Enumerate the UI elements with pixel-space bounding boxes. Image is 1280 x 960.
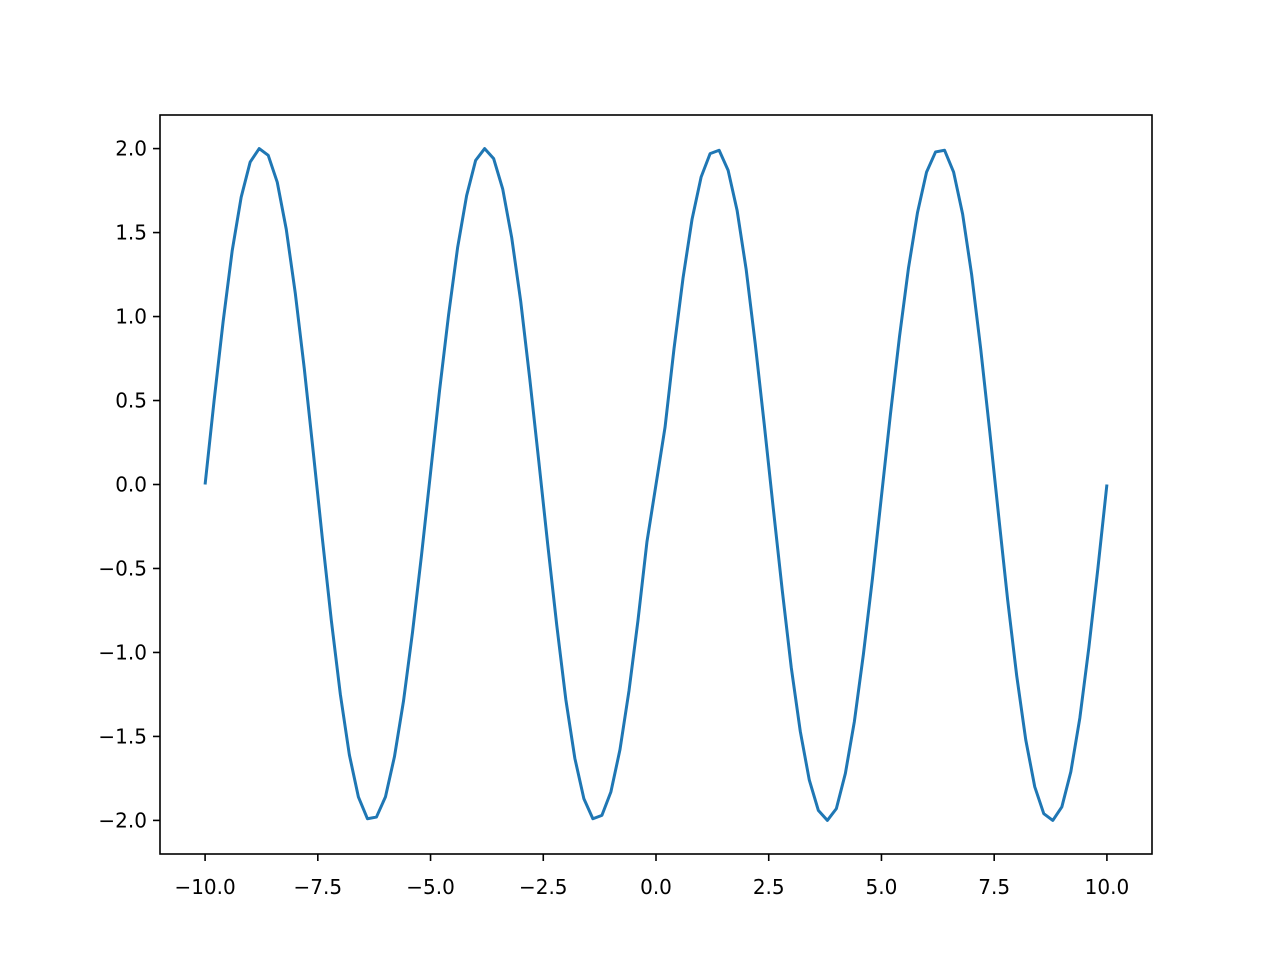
y-tick-label: 0.5	[115, 389, 147, 413]
y-tick-label: 0.0	[115, 473, 147, 497]
plot-frame	[159, 114, 1153, 855]
x-tick-label: 7.5	[978, 875, 1010, 899]
x-tick-label: −10.0	[174, 875, 235, 899]
series-layer	[203, 147, 1109, 822]
y-tick-label: −1.0	[98, 640, 147, 664]
y-tick-label: −0.5	[98, 556, 147, 580]
ticks-layer: −10.0 −7.5 −5.0 −2.5 0.0 2.5 5.0 7.5 10.0 −2.0 −1.…	[98, 137, 1129, 899]
y-tick-label: 1.5	[115, 221, 147, 245]
y-tick-label: 2.0	[115, 137, 147, 161]
x-tick-label: −2.5	[519, 875, 568, 899]
x-tick-label: 5.0	[866, 875, 898, 899]
x-tick-label: 2.5	[753, 875, 785, 899]
y-tick-label: −1.5	[98, 724, 147, 748]
x-tick-label: 0.0	[640, 875, 672, 899]
y-tick-label: 1.0	[115, 305, 147, 329]
series-line-0	[203, 147, 1109, 822]
y-tick-label: −2.0	[98, 808, 147, 832]
x-tick-label: −7.5	[294, 875, 343, 899]
x-tick-label: −5.0	[406, 875, 455, 899]
x-tick-label: 10.0	[1085, 875, 1130, 899]
